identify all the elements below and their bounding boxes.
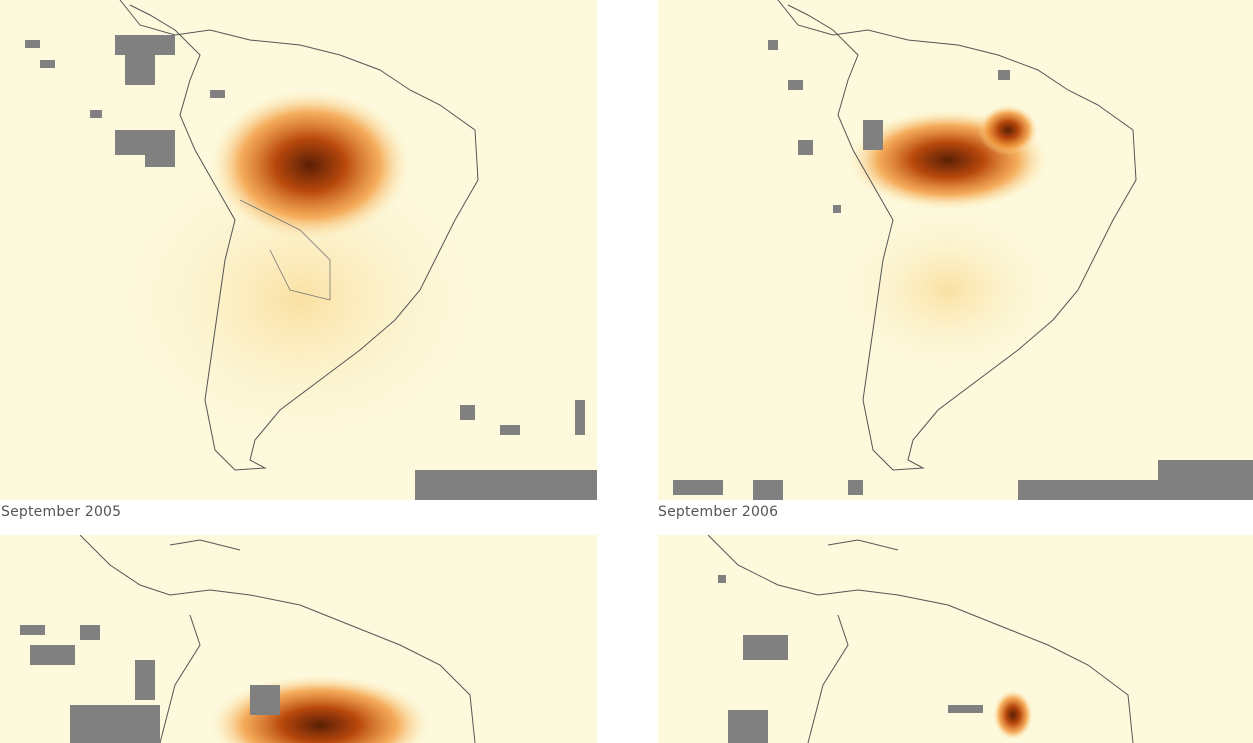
aerosol-map-bottom-left [0, 535, 597, 743]
no-data-cells [25, 35, 597, 500]
no-data-cells [20, 625, 280, 743]
aerosol-map-2006 [658, 0, 1253, 500]
coastline [119, 0, 479, 471]
map-panel-bottom-right [658, 535, 1253, 743]
smoke-hotspot [210, 90, 410, 240]
panel-label-2005: September 2005 [1, 504, 122, 520]
coastline [707, 535, 1134, 743]
map-panel-sep-2006 [658, 0, 1253, 500]
coastline [777, 0, 1137, 471]
coastline [79, 535, 476, 743]
no-data-cells [718, 575, 983, 743]
map-panel-sep-2005 [0, 0, 597, 500]
aerosol-map-2005 [0, 0, 597, 500]
aerosol-map-bottom-right [658, 535, 1253, 743]
no-data-cells [673, 40, 1253, 500]
panel-label-2006: September 2006 [658, 504, 779, 520]
map-panel-bottom-left [0, 535, 597, 743]
smoke-hotspot [993, 690, 1033, 740]
